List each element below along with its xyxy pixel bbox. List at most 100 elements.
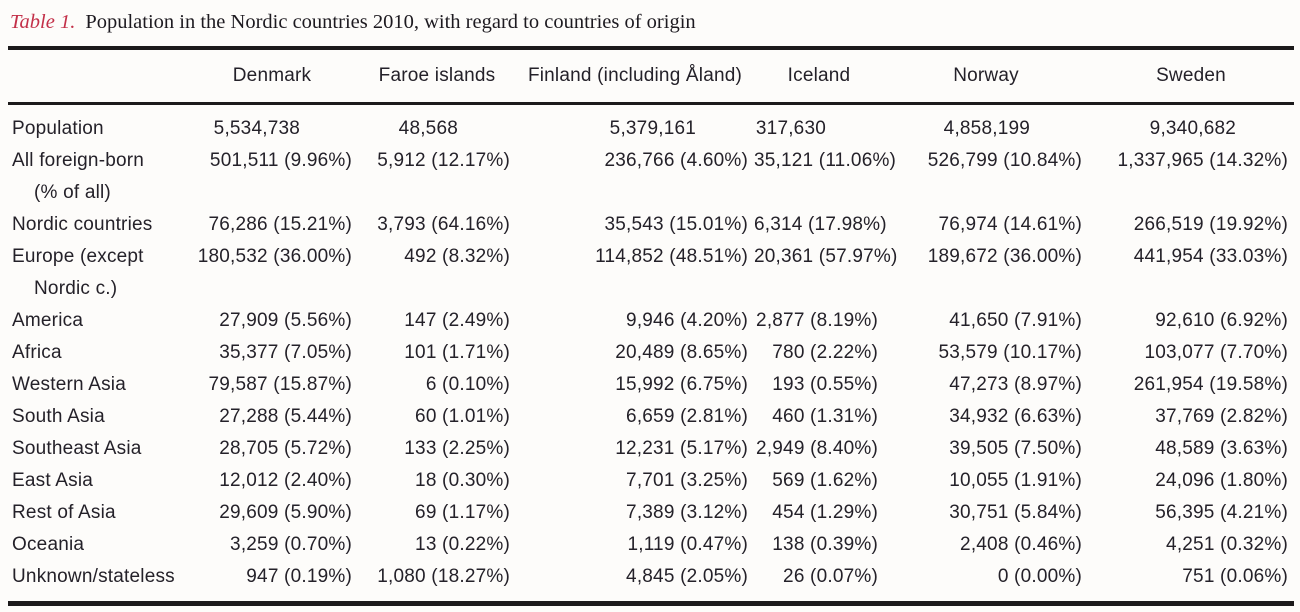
table-cell: 37,769 (2.82%) bbox=[1155, 406, 1288, 427]
row-label: Oceania bbox=[12, 534, 85, 555]
table-cell: 526,799 (10.84%) bbox=[927, 150, 1082, 171]
table-cell: 138 (0.39%) bbox=[772, 534, 878, 555]
table-cell: 41,650 (7.91%) bbox=[949, 310, 1082, 331]
table-cell: 47,273 (8.97%) bbox=[949, 374, 1082, 395]
table-cell: 26 (0.07%) bbox=[783, 566, 878, 587]
row-label: Rest of Asia bbox=[12, 502, 116, 523]
table-cell: 76,974 (14.61%) bbox=[938, 214, 1082, 235]
table-cell: 454 (1.29%) bbox=[772, 502, 878, 523]
table-cell: 4,858,199 bbox=[943, 118, 1030, 139]
table-caption: Table 1. Population in the Nordic countri… bbox=[10, 8, 1292, 36]
row-label: Southeast Asia bbox=[12, 438, 142, 459]
table-cell: 48,589 (3.63%) bbox=[1155, 438, 1288, 459]
row-label: Africa bbox=[12, 342, 62, 363]
header-faroe-islands: Faroe islands bbox=[358, 48, 516, 105]
row-label: America bbox=[12, 310, 84, 331]
table-cell: 30,751 (5.84%) bbox=[949, 502, 1082, 523]
table-cell: 317,630 bbox=[755, 118, 826, 139]
table-cell: 6,314 (17.98%) bbox=[754, 214, 887, 235]
table-row: Oceania 3,259 (0.70%) 13 (0.22%) 1,119 (0.4… bbox=[8, 529, 1294, 561]
row-label-line2: (% of all) bbox=[34, 182, 111, 203]
table-cell: 10,055 (1.91%) bbox=[949, 470, 1082, 491]
table-cell: 103,077 (7.70%) bbox=[1144, 342, 1288, 363]
table-cell: 9,946 (4.20%) bbox=[626, 310, 748, 331]
row-label: South Asia bbox=[12, 406, 105, 427]
table-cell: 12,231 (5.17%) bbox=[615, 438, 748, 459]
header-finland: Finland (including Åland) bbox=[516, 48, 754, 105]
table-cell: 114,852 (48.51%) bbox=[595, 246, 748, 267]
table-cell: 147 (2.49%) bbox=[404, 310, 510, 331]
table-caption-text: Population in the Nordic countries 2010,… bbox=[85, 11, 696, 33]
table-cell: 5,912 (12.17%) bbox=[377, 150, 510, 171]
row-label: Europe (except Nordic c.) bbox=[8, 241, 186, 305]
table-cell: 69 (1.17%) bbox=[415, 502, 510, 523]
table-cell: 101 (1.71%) bbox=[404, 342, 510, 363]
table-row: Europe (except Nordic c.) 180,532 (36.00%)… bbox=[8, 241, 1294, 305]
table-row: Africa 35,377 (7.05%) 101 (1.71%) 20,489 (8… bbox=[8, 337, 1294, 369]
table-row: Western Asia 79,587 (15.87%) 6 (0.10%) 15,9… bbox=[8, 369, 1294, 401]
table-cell: 180,532 (36.00%) bbox=[197, 246, 352, 267]
table-row: Nordic countries 76,286 (15.21%) 3,793 (64… bbox=[8, 209, 1294, 241]
table-cell: 56,395 (4.21%) bbox=[1155, 502, 1288, 523]
header-row-label bbox=[8, 48, 186, 105]
table-cell: 20,361 (57.97%) bbox=[754, 246, 898, 267]
table-row: East Asia 12,012 (2.40%) 18 (0.30%) 7,701 (… bbox=[8, 465, 1294, 497]
table-cell: 79,587 (15.87%) bbox=[208, 374, 352, 395]
row-label: Population bbox=[12, 118, 104, 139]
table-cell: 492 (8.32%) bbox=[404, 246, 510, 267]
table-caption-label: Table 1. bbox=[10, 11, 76, 33]
table-cell: 7,389 (3.12%) bbox=[626, 502, 748, 523]
row-label: Nordic countries bbox=[12, 214, 153, 235]
table-cell: 60 (1.01%) bbox=[415, 406, 510, 427]
table-cell: 48,568 bbox=[398, 118, 458, 139]
table-cell: 5,379,161 bbox=[609, 118, 696, 139]
table-cell: 18 (0.30%) bbox=[415, 470, 510, 491]
table-cell: 12,012 (2.40%) bbox=[219, 470, 352, 491]
table-cell: 35,121 (11.06%) bbox=[754, 150, 897, 171]
table-cell: 501,511 (9.96%) bbox=[209, 150, 352, 171]
header-denmark: Denmark bbox=[186, 48, 358, 105]
table-cell: 133 (2.25%) bbox=[404, 438, 510, 459]
table-cell: 4,251 (0.32%) bbox=[1166, 534, 1288, 555]
table-row: Population 5,534,738 48,568 5,379,161 317,63… bbox=[8, 104, 1294, 146]
table-row: Rest of Asia 29,609 (5.90%) 69 (1.17%) 7,38… bbox=[8, 497, 1294, 529]
table-cell: 6,659 (2.81%) bbox=[626, 406, 748, 427]
table-cell: 15,992 (6.75%) bbox=[615, 374, 748, 395]
row-label: East Asia bbox=[12, 470, 94, 491]
table-cell: 9,340,682 bbox=[1149, 118, 1236, 139]
table-cell: 751 (0.06%) bbox=[1182, 566, 1288, 587]
table-cell: 780 (2.22%) bbox=[772, 342, 878, 363]
table-cell: 1,337,965 (14.32%) bbox=[1117, 150, 1288, 171]
table-row: America 27,909 (5.56%) 147 (2.49%) 9,946 (4… bbox=[8, 305, 1294, 337]
table-cell: 20,489 (8.65%) bbox=[615, 342, 748, 363]
table-cell: 27,288 (5.44%) bbox=[219, 406, 352, 427]
table-cell: 2,949 (8.40%) bbox=[756, 438, 878, 459]
table-cell: 35,377 (7.05%) bbox=[219, 342, 352, 363]
row-label: Unknown/stateless bbox=[12, 566, 175, 587]
table-cell: 4,845 (2.05%) bbox=[626, 566, 748, 587]
table-cell: 3,793 (64.16%) bbox=[377, 214, 510, 235]
table-cell: 947 (0.19%) bbox=[246, 566, 352, 587]
table-cell: 460 (1.31%) bbox=[772, 406, 878, 427]
table-row: South Asia 27,288 (5.44%) 60 (1.01%) 6,659 … bbox=[8, 401, 1294, 433]
table-row: Southeast Asia 28,705 (5.72%) 133 (2.25%) 1… bbox=[8, 433, 1294, 465]
table-cell: 92,610 (6.92%) bbox=[1155, 310, 1288, 331]
table-cell: 1,119 (0.47%) bbox=[627, 534, 748, 555]
table-cell: 35,543 (15.01%) bbox=[604, 214, 748, 235]
table-cell: 76,286 (15.21%) bbox=[208, 214, 352, 235]
table-cell: 27,909 (5.56%) bbox=[219, 310, 352, 331]
table-cell: 6 (0.10%) bbox=[425, 374, 510, 395]
row-label-line1: All foreign-born bbox=[12, 150, 145, 171]
table-cell: 1,080 (18.27%) bbox=[377, 566, 510, 587]
table-cell: 53,579 (10.17%) bbox=[938, 342, 1082, 363]
table-cell: 24,096 (1.80%) bbox=[1155, 470, 1288, 491]
population-table: Denmark Faroe islands Finland (including… bbox=[8, 46, 1294, 606]
table-cell: 2,408 (0.46%) bbox=[960, 534, 1082, 555]
table-cell: 13 (0.22%) bbox=[415, 534, 510, 555]
table-cell: 266,519 (19.92%) bbox=[1133, 214, 1288, 235]
table-cell: 29,609 (5.90%) bbox=[219, 502, 352, 523]
table-cell: 5,534,738 bbox=[213, 118, 300, 139]
table-cell: 7,701 (3.25%) bbox=[626, 470, 748, 491]
table-cell: 28,705 (5.72%) bbox=[219, 438, 352, 459]
